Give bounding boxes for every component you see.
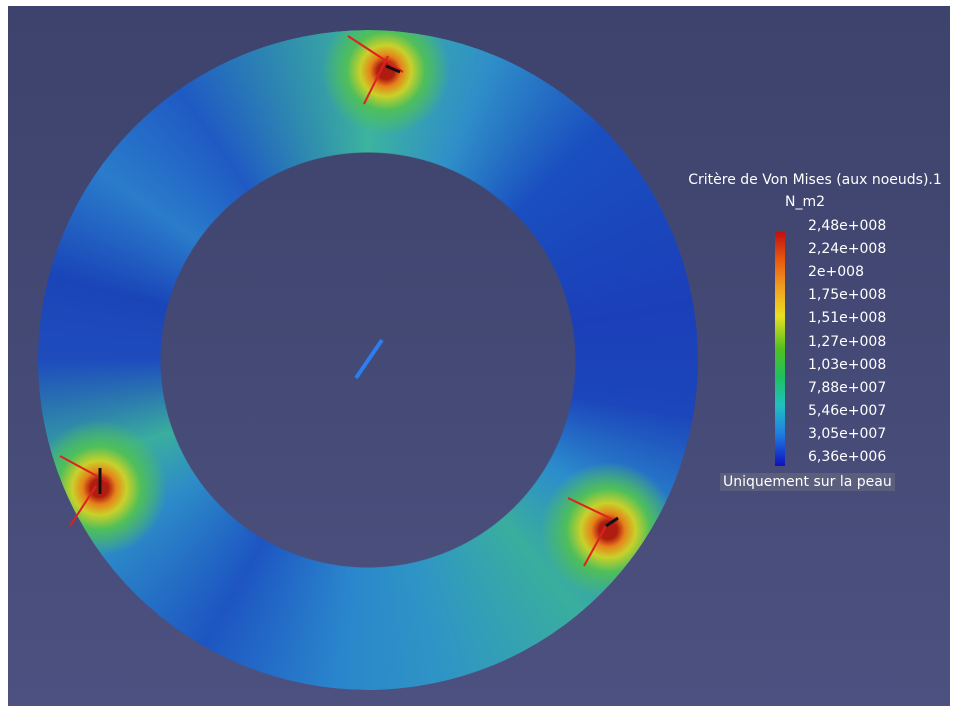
legend-label: 1,51e+008: [808, 310, 886, 326]
color-scale: [775, 232, 785, 466]
axis-symbol: [356, 340, 382, 378]
legend-label: 3,05e+007: [808, 426, 886, 442]
legend-note: Uniquement sur la peau: [720, 473, 895, 491]
viewport: Critère de Von Mises (aux noeuds).1 N_m2…: [8, 6, 950, 706]
legend-label: 2,24e+008: [808, 241, 886, 257]
legend-label: 2,48e+008: [808, 218, 886, 234]
legend-label: 5,46e+007: [808, 403, 886, 419]
legend-unit: N_m2: [670, 194, 940, 210]
legend-title: Critère de Von Mises (aux noeuds).1: [670, 172, 950, 188]
boundary-symbols: [60, 36, 618, 566]
page: Critère de Von Mises (aux noeuds).1 N_m2…: [0, 0, 954, 714]
load-symbols: [100, 66, 618, 526]
legend-label: 6,36e+006: [808, 449, 886, 465]
legend-label: 1,27e+008: [808, 334, 886, 350]
legend-label: 2e+008: [808, 264, 864, 280]
legend-label: 1,75e+008: [808, 287, 886, 303]
legend-label: 1,03e+008: [808, 357, 886, 373]
legend-label: 7,88e+007: [808, 380, 886, 396]
